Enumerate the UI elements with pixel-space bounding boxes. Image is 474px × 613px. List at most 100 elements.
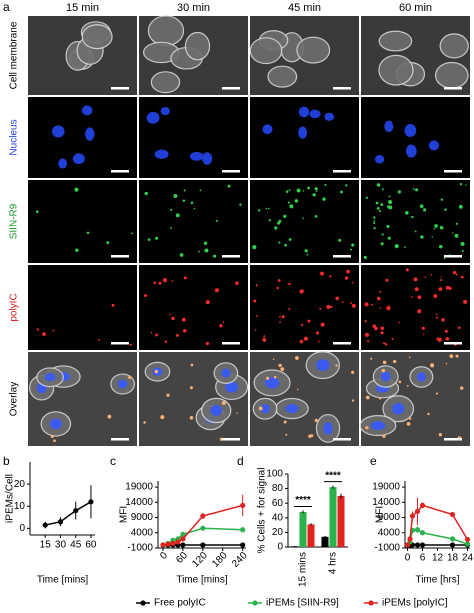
- x-tick-label: 18: [447, 553, 459, 564]
- signal-dot: [296, 388, 299, 391]
- signal-dot: [335, 296, 339, 301]
- signal-dot: [253, 299, 257, 303]
- scale-bar: [444, 438, 462, 441]
- cell: [150, 71, 181, 94]
- signal-dot: [422, 333, 425, 336]
- row-label: polyIC: [9, 293, 20, 321]
- signal-dot: [340, 190, 343, 194]
- data-point: [449, 542, 456, 548]
- signal-dot: [307, 186, 310, 190]
- signal-dot: [385, 278, 389, 282]
- signal-dot: [171, 280, 174, 282]
- signal-dot: [273, 375, 277, 379]
- signal-dot: [255, 315, 258, 317]
- signal-dot: [381, 368, 386, 373]
- signal-dot: [365, 395, 370, 400]
- signal-dot: [183, 328, 187, 333]
- signal-dot: [373, 221, 376, 225]
- signal-dot: [398, 321, 401, 324]
- data-point: [240, 527, 246, 533]
- signal-dot: [190, 201, 194, 205]
- signal-dot: [435, 392, 439, 395]
- y-tick-label: 0: [277, 542, 283, 553]
- scale-bar: [222, 170, 240, 173]
- panel-letter: a: [3, 0, 10, 14]
- y-tick-label: 9000: [378, 512, 401, 523]
- micrograph: [361, 97, 470, 178]
- micrograph: [139, 15, 248, 95]
- x-tick-label: 0: [405, 553, 411, 564]
- signal-dot: [179, 253, 184, 257]
- signal-dot: [414, 230, 417, 233]
- signal-dot: [387, 236, 391, 240]
- nucleus: [81, 105, 93, 116]
- signal-dot: [421, 326, 425, 330]
- signal-dot: [376, 206, 380, 210]
- signal-dot: [413, 277, 418, 282]
- signal-dot: [382, 434, 386, 438]
- micrograph: [28, 352, 137, 446]
- signal-dot: [284, 243, 287, 247]
- signal-dot: [319, 307, 322, 310]
- scale-bar: [444, 87, 462, 90]
- signal-dot: [444, 208, 447, 211]
- signal-dot: [304, 249, 308, 253]
- y-tick-label: 10: [14, 501, 26, 512]
- scale-bar: [444, 342, 462, 345]
- data-point: [88, 499, 94, 505]
- data-point: [464, 541, 471, 547]
- signal-dot: [160, 415, 165, 420]
- image-background: [361, 97, 470, 178]
- micrograph: [361, 16, 470, 95]
- data-point: [409, 513, 416, 519]
- nucleus: [416, 372, 426, 382]
- signal-dot: [415, 188, 419, 192]
- signal-dot: [288, 282, 291, 286]
- signal-dot: [455, 222, 458, 225]
- row-label: SIIN-R9: [9, 203, 20, 239]
- signal-dot: [153, 281, 157, 285]
- scale-bar: [333, 438, 351, 441]
- nucleus: [202, 152, 213, 165]
- data-point: [200, 542, 206, 548]
- y-tick-label: 14000: [125, 497, 153, 508]
- cell: [378, 54, 414, 86]
- signal-dot: [266, 376, 270, 380]
- nucleus: [85, 127, 95, 141]
- signal-dot: [183, 276, 187, 280]
- signal-dot: [351, 243, 355, 247]
- signal-dot: [312, 193, 316, 197]
- image-background: [139, 265, 248, 350]
- signal-dot: [131, 232, 133, 235]
- y-tick-label: 0: [19, 523, 25, 534]
- scale-bar: [111, 255, 129, 258]
- y-axis-label: % Cells + for signal: [257, 468, 268, 554]
- cell: [378, 30, 413, 52]
- x-tick-label: 60: [85, 540, 97, 551]
- nucleus: [374, 154, 385, 164]
- y-tick-label: 4000: [378, 527, 401, 538]
- cell: [267, 65, 298, 88]
- signal-dot: [36, 328, 39, 331]
- signal-dot: [433, 294, 438, 298]
- signal-dot: [373, 216, 376, 219]
- data-point: [240, 542, 246, 548]
- signal-dot: [440, 278, 443, 282]
- y-tick-label: 20: [14, 479, 26, 490]
- data-point: [200, 513, 206, 519]
- y-tick-label: 100: [266, 469, 283, 480]
- signal-dot: [155, 333, 158, 337]
- signal-dot: [42, 332, 46, 336]
- signal-dot: [278, 219, 282, 223]
- y-tick-label: 9000: [131, 512, 154, 523]
- nucleus: [384, 120, 394, 133]
- signal-dot: [181, 317, 186, 322]
- micrograph: [250, 265, 359, 350]
- data-point: [419, 502, 426, 508]
- signal-dot: [364, 302, 369, 307]
- signal-dot: [281, 315, 285, 319]
- bar: [307, 524, 315, 547]
- legend-marker: [252, 600, 258, 606]
- signal-dot: [365, 196, 368, 199]
- cell: [296, 36, 331, 64]
